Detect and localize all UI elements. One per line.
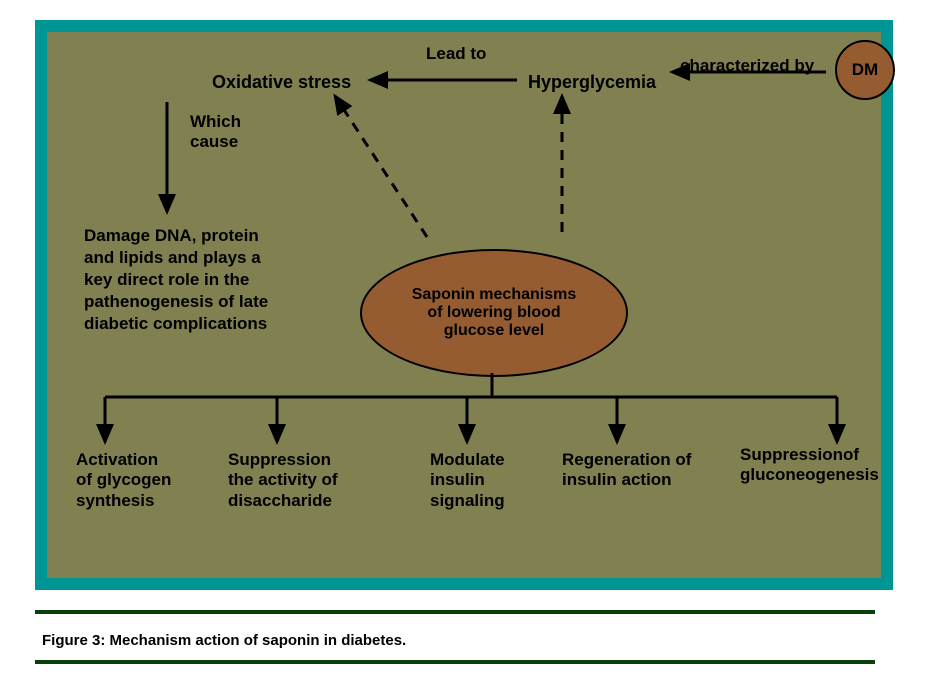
oxidative-stress-label: Oxidative stress (212, 72, 351, 94)
figure-caption: Figure 3: Mechanism action of saponin in… (42, 632, 406, 649)
center-ellipse-node: Saponin mechanisms of lowering blood glu… (360, 249, 628, 377)
hr-bottom (35, 660, 875, 664)
which-cause-label: Which cause (190, 112, 241, 153)
center-ellipse-label: Saponin mechanisms of lowering blood glu… (398, 286, 591, 340)
hyperglycemia-label: Hyperglycemia (528, 72, 656, 94)
characterized-by-label: characterized by (680, 56, 814, 76)
lead-to-label: Lead to (426, 44, 486, 64)
bottom-label-1: Suppression the activity of disaccharide (228, 450, 338, 511)
damage-text: Damage DNA, protein and lipids and plays… (84, 225, 268, 335)
figure-container: DM Saponin mechanisms of lowering blood … (0, 0, 928, 693)
bottom-label-3: Regeneration of insulin action (562, 450, 691, 491)
bottom-label-2: Modulate insulin signaling (430, 450, 505, 511)
bottom-label-0: Activation of glycogen synthesis (76, 450, 171, 511)
bottom-label-4: Suppressionof gluconeogenesis (740, 445, 879, 486)
hr-top (35, 610, 875, 614)
dm-node: DM (835, 40, 895, 100)
dm-label: DM (852, 60, 878, 80)
